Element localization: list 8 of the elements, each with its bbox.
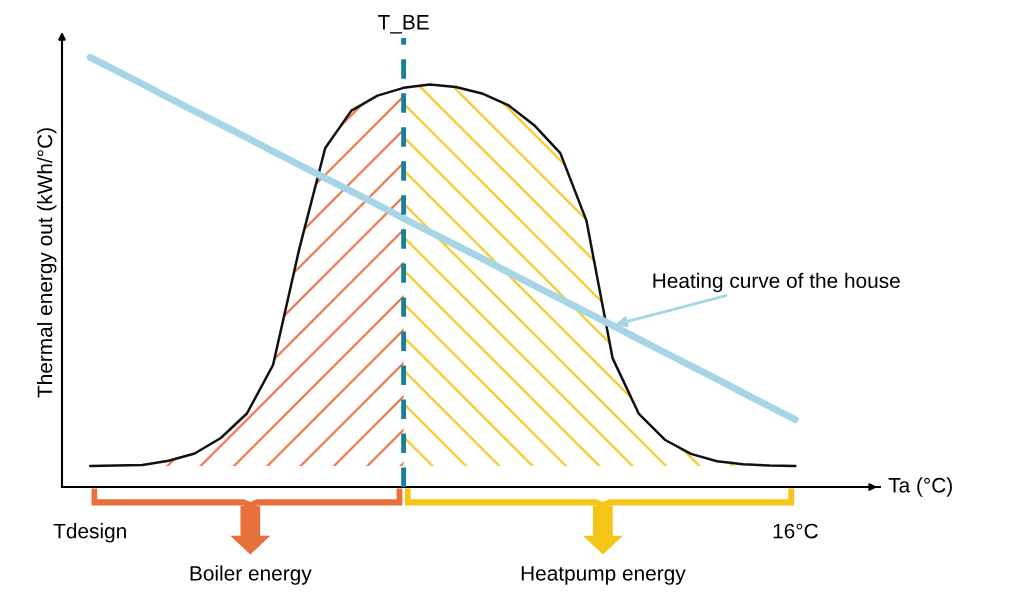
x-tick-label: 16°C [773, 523, 818, 539]
annotation: Heating curve of the house [653, 272, 900, 293]
x-tick-label: Tdesign [53, 523, 126, 543]
x-tick-label: T_BE [378, 15, 429, 34]
y-axis-title: Thermal energy out (kWh/°C) [37, 128, 57, 398]
text: Heatpump energy [521, 566, 686, 585]
x-axis-title: Ta (°C) [888, 477, 952, 497]
text: Boiler energy [190, 565, 312, 585]
